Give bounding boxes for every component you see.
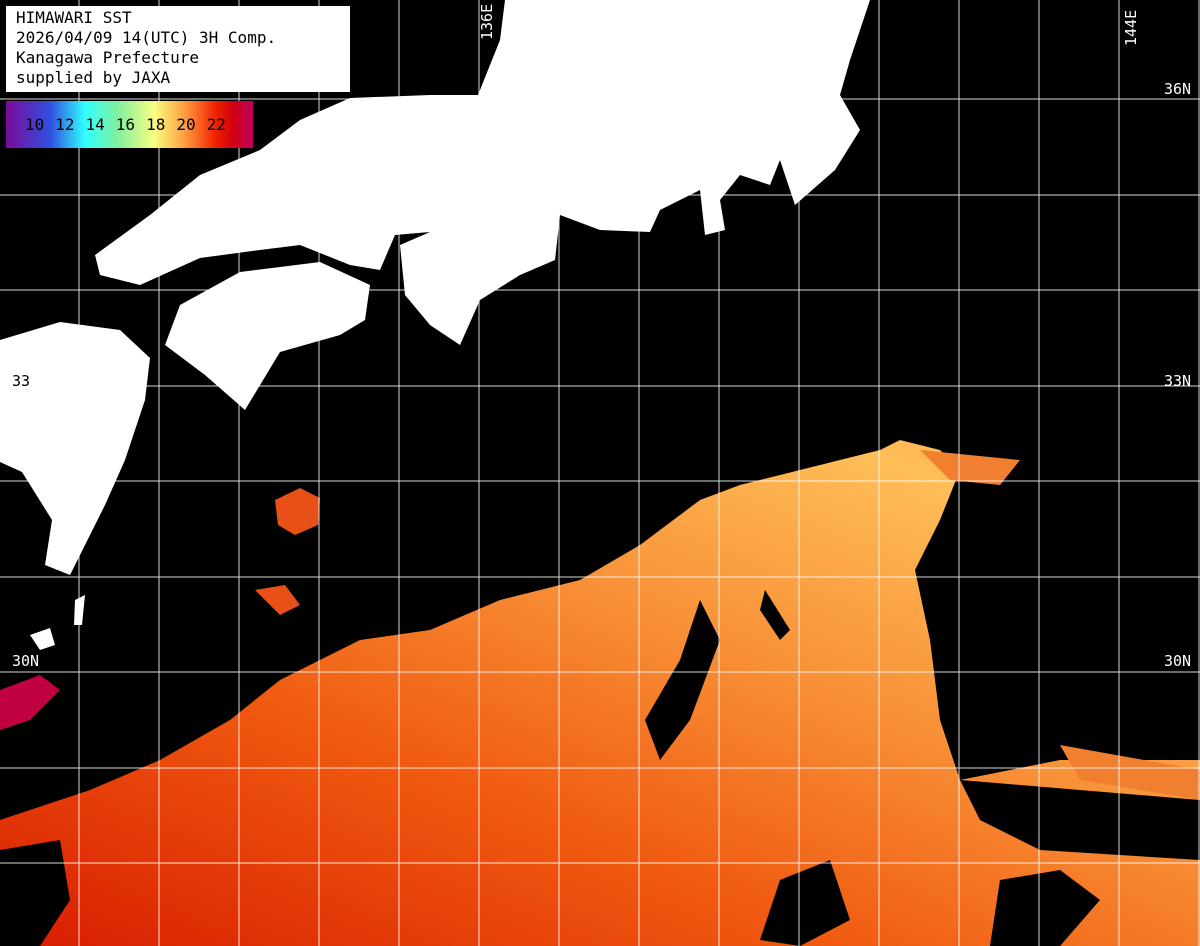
cloud-gap [960, 780, 1200, 860]
lat-label-30n-right: 30N [1164, 652, 1192, 670]
legend-tick: 16 [115, 115, 136, 134]
lat-label-33-left: 33 [12, 372, 31, 390]
sst-patch [0, 675, 60, 730]
land-tanegashima [30, 628, 55, 650]
cloud-gap [760, 860, 850, 946]
legend-tick: 18 [146, 115, 166, 134]
region: Kanagawa Prefecture [16, 48, 200, 67]
date-time: 2026/04/09 14(UTC) 3H Comp. [16, 28, 277, 47]
land-honshu [95, 0, 870, 345]
legend-tick: 20 [176, 115, 196, 134]
cloud-gap [645, 600, 720, 760]
legend-tick: 10 [25, 115, 45, 134]
lon-label-136e: 136E [478, 3, 496, 40]
lat-label-36n: 36N [1164, 80, 1192, 98]
legend-tick: 14 [85, 115, 105, 134]
legend-tick: 22 [206, 115, 226, 134]
sst-patch [1060, 745, 1200, 800]
cloud-gap [760, 590, 790, 640]
lat-label-30n-left: 30N [12, 652, 40, 670]
color-scale-legend: 10 12 14 16 18 20 22 [6, 101, 253, 148]
title: HIMAWARI SST [16, 8, 132, 27]
land-kyushu [0, 322, 150, 575]
cloud-gap [990, 870, 1100, 946]
lon-label-144e: 144E [1122, 9, 1140, 46]
sst-warm-region [0, 440, 1200, 946]
land-shikoku [165, 262, 370, 410]
sst-patch [255, 585, 300, 615]
legend-tick: 12 [55, 115, 75, 134]
sst-patch [920, 450, 1020, 485]
credit: supplied by JAXA [16, 68, 171, 87]
sst-patch [275, 488, 320, 535]
sst-field [0, 440, 1200, 946]
lat-label-33n: 33N [1164, 372, 1192, 390]
cloud-gap [0, 840, 70, 946]
title-box: HIMAWARI SST 2026/04/09 14(UTC) 3H Comp.… [6, 6, 350, 92]
